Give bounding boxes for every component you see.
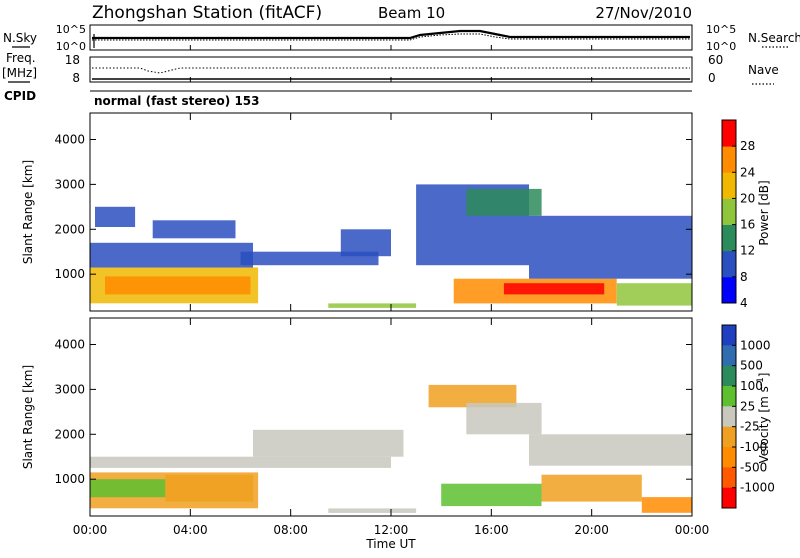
power-echo-region-12 (529, 215, 692, 279)
noise-search-label: N.Search (748, 31, 800, 45)
power-y-axis-label: Slant Range [km] (21, 160, 35, 264)
cpid-label: CPID (4, 89, 36, 103)
nave-label: Nave (748, 63, 779, 77)
power-colorbar-tick-label: 12 (740, 244, 755, 258)
power-echo-region-13 (616, 283, 693, 306)
cpid-value: normal (fast stereo) 153 (94, 94, 260, 108)
nave-right-tick-bottom: 0 (708, 71, 716, 85)
velocity-colorbar-tick-label: -25 (740, 420, 760, 434)
velocity-echo-region-8 (441, 483, 542, 507)
velocity-echo-region-10 (529, 434, 692, 466)
power-y-tick-label: 4000 (54, 132, 85, 146)
power-colorbar-swatch (722, 120, 736, 147)
velocity-y-tick-label: 4000 (54, 337, 85, 351)
velocity-colorbar-tick-label: 500 (740, 359, 763, 373)
power-colorbar-label: Power [dB] (757, 180, 771, 245)
power-echo-region-6 (340, 229, 391, 257)
velocity-colorbar-tick-label: 1000 (740, 338, 771, 352)
station-title: Zhongshan Station (fitACF) (92, 3, 322, 23)
power-echo-region-11 (503, 283, 605, 295)
power-colorbar-swatch (722, 250, 736, 278)
power-colorbar-tick-label: 24 (740, 165, 755, 179)
power-y-tick-label: 1000 (54, 267, 85, 281)
velocity-echo-region-11 (641, 497, 692, 513)
velocity-colorbar-label: Velocity [m s-1] (756, 373, 771, 464)
nave-right-tick-top: 60 (708, 53, 723, 67)
power-colorbar-tick-label: 16 (740, 218, 755, 232)
x-tick-label: 00:00 (675, 523, 710, 537)
power-colorbar-swatch (722, 198, 736, 225)
velocity-colorbar-frame (721, 324, 737, 509)
velocity-colorbar-tick-label: -1000 (740, 481, 775, 495)
noise-right-tick-bottom: 10^0 (706, 40, 736, 53)
velocity-echo-region-1 (90, 479, 166, 498)
power-echo-region-7 (328, 303, 417, 308)
power-colorbar-tick-label: 8 (740, 270, 748, 284)
velocity-colorbar-swatch (722, 467, 736, 489)
velocity-echo-region-4 (253, 429, 404, 457)
power-colorbar-swatch (722, 172, 736, 199)
power-colorbar-tick-label: 4 (740, 296, 748, 310)
velocity-colorbar-swatch (722, 345, 736, 367)
power-echo-region-4 (152, 220, 236, 239)
x-tick-label: 20:00 (574, 523, 609, 537)
power-colorbar-tick-label: 20 (740, 191, 755, 205)
x-tick-label: 16:00 (474, 523, 509, 537)
freq-label-2: [MHz] (2, 66, 37, 80)
power-colorbar-swatch (722, 146, 736, 173)
velocity-y-axis-label: Slant Range [km] (21, 365, 35, 469)
velocity-y-tick-label: 2000 (54, 427, 85, 441)
velocity-echo-region-9 (541, 474, 642, 502)
noise-right-tick-top: 10^5 (706, 23, 736, 36)
velocity-colorbar-swatch (722, 386, 736, 407)
noise-left-tick-top: 10^5 (56, 23, 86, 36)
x-tick-label: 04:00 (173, 523, 208, 537)
velocity-echo-region-2 (165, 474, 254, 502)
power-echo-region-3 (95, 206, 136, 227)
noise-left-tick-bottom: 10^0 (56, 40, 86, 53)
velocity-y-tick-label: 1000 (54, 472, 85, 486)
noise-search-trace (92, 33, 690, 41)
velocity-echo-region-7 (466, 402, 542, 435)
velocity-colorbar-swatch (722, 447, 736, 468)
power-echo-region-9 (466, 188, 542, 216)
freq-label-1: Freq. (6, 51, 36, 65)
power-colorbar-tick-label: 28 (740, 139, 755, 153)
power-colorbar-swatch (722, 224, 736, 252)
x-tick-label: 12:00 (374, 523, 409, 537)
velocity-colorbar-swatch (722, 325, 736, 346)
x-tick-label: 00:00 (73, 523, 108, 537)
velocity-colorbar-tick-label: 100 (740, 379, 763, 393)
x-tick-label: 08:00 (273, 523, 308, 537)
velocity-colorbar-swatch (722, 406, 736, 428)
velocity-colorbar-tick-label: -100 (740, 440, 767, 454)
date-label: 27/Nov/2010 (595, 4, 692, 22)
velocity-echo-region-5 (328, 508, 417, 513)
velocity-echo-region-6 (428, 384, 517, 408)
velocity-colorbar-swatch (722, 426, 736, 448)
noise-sky-trace (92, 29, 690, 40)
velocity-colorbar-swatch (722, 487, 736, 509)
nave-trace (92, 67, 690, 74)
velocity-colorbar-swatch (722, 365, 736, 387)
power-y-tick-label: 2000 (54, 222, 85, 236)
velocity-colorbar-tick-label: 25 (740, 399, 755, 413)
beam-label: Beam 10 (378, 4, 445, 22)
velocity-y-tick-label: 3000 (54, 382, 85, 396)
freq-left-tick-bottom: 8 (72, 71, 80, 85)
freq-left-tick-top: 18 (65, 53, 80, 67)
power-colorbar-frame (721, 119, 737, 304)
velocity-echo-region-3 (90, 456, 391, 468)
noise-sky-label: N.Sky (3, 31, 37, 45)
x-axis-label: Time UT (365, 537, 416, 551)
power-colorbar-swatch (722, 276, 736, 304)
power-y-tick-label: 3000 (54, 177, 85, 191)
velocity-colorbar-tick-label: -500 (740, 460, 767, 474)
power-echo-region-2 (90, 242, 253, 268)
power-echo-region-1 (105, 276, 251, 295)
